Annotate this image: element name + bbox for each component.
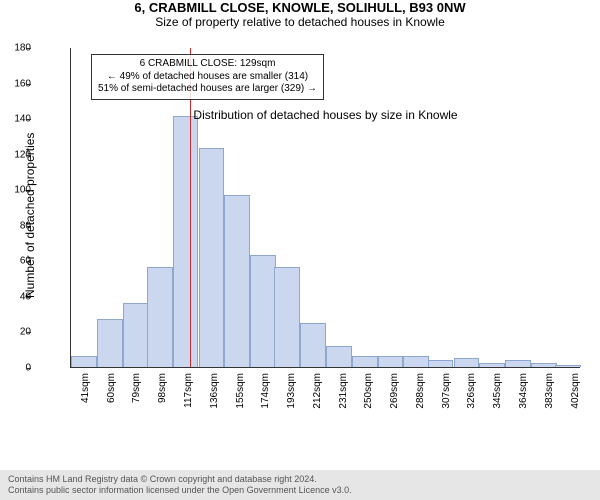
histogram-bar <box>479 363 505 367</box>
annotation-box: 6 CRABMILL CLOSE: 129sqm ← 49% of detach… <box>91 54 324 100</box>
chart-title: 6, CRABMILL CLOSE, KNOWLE, SOLIHULL, B93… <box>0 0 600 15</box>
histogram-bar <box>326 346 352 367</box>
x-tick-label: 193sqm <box>286 373 297 409</box>
x-axis-label: Distribution of detached houses by size … <box>71 108 580 122</box>
chart-container: 6, CRABMILL CLOSE, KNOWLE, SOLIHULL, B93… <box>0 0 600 500</box>
histogram-bar <box>123 303 149 367</box>
x-tick-label: 174sqm <box>260 373 271 409</box>
attribution-footer: Contains HM Land Registry data © Crown c… <box>0 470 600 500</box>
annotation-line: ← 49% of detached houses are smaller (31… <box>98 71 317 84</box>
histogram-bar <box>147 267 173 367</box>
footer-line: Contains public sector information licen… <box>8 485 592 496</box>
x-tick-label: 136sqm <box>209 373 220 409</box>
histogram-bar <box>531 363 557 367</box>
histogram-bar <box>97 319 123 367</box>
x-tick-label: 326sqm <box>466 373 477 409</box>
histogram-bar <box>454 358 480 367</box>
histogram-bar <box>428 360 454 367</box>
x-tick-label: 345sqm <box>492 373 503 409</box>
annotation-line: 51% of semi-detached houses are larger (… <box>98 83 317 96</box>
y-axis-label: Number of detached properties <box>23 133 37 298</box>
x-tick-label: 250sqm <box>363 373 374 409</box>
histogram-bar <box>250 255 276 367</box>
histogram-bar <box>274 267 300 367</box>
histogram-bar <box>505 360 531 367</box>
x-tick-label: 60sqm <box>106 373 117 403</box>
histogram-bar <box>199 148 225 367</box>
histogram-bar <box>300 323 326 367</box>
x-tick-label: 117sqm <box>183 373 194 408</box>
x-tick-label: 364sqm <box>518 373 529 409</box>
chart-subtitle: Size of property relative to detached ho… <box>0 15 600 29</box>
x-tick-label: 79sqm <box>131 373 142 403</box>
plot-area: 020406080100120140160180 Number of detac… <box>70 48 580 368</box>
x-tick-label: 212sqm <box>312 373 323 409</box>
x-tick-label: 402sqm <box>570 373 581 409</box>
x-tick-label: 155sqm <box>235 373 246 409</box>
histogram-bar <box>403 356 429 367</box>
x-tick-label: 307sqm <box>441 373 452 409</box>
x-tick-label: 383sqm <box>544 373 555 409</box>
x-tick-label: 269sqm <box>389 373 400 409</box>
annotation-line: 6 CRABMILL CLOSE: 129sqm <box>98 58 317 71</box>
x-tick-label: 231sqm <box>338 373 349 409</box>
histogram-bar <box>71 356 97 367</box>
histogram-bar <box>224 195 250 367</box>
footer-line: Contains HM Land Registry data © Crown c… <box>8 474 592 485</box>
histogram-bar <box>378 356 404 367</box>
x-tick-label: 98sqm <box>157 373 168 403</box>
x-tick-label: 288sqm <box>415 373 426 409</box>
histogram-bar <box>173 116 199 367</box>
histogram-bar <box>555 365 581 367</box>
x-tick-label: 41sqm <box>80 373 91 403</box>
histogram-bar <box>352 356 378 367</box>
